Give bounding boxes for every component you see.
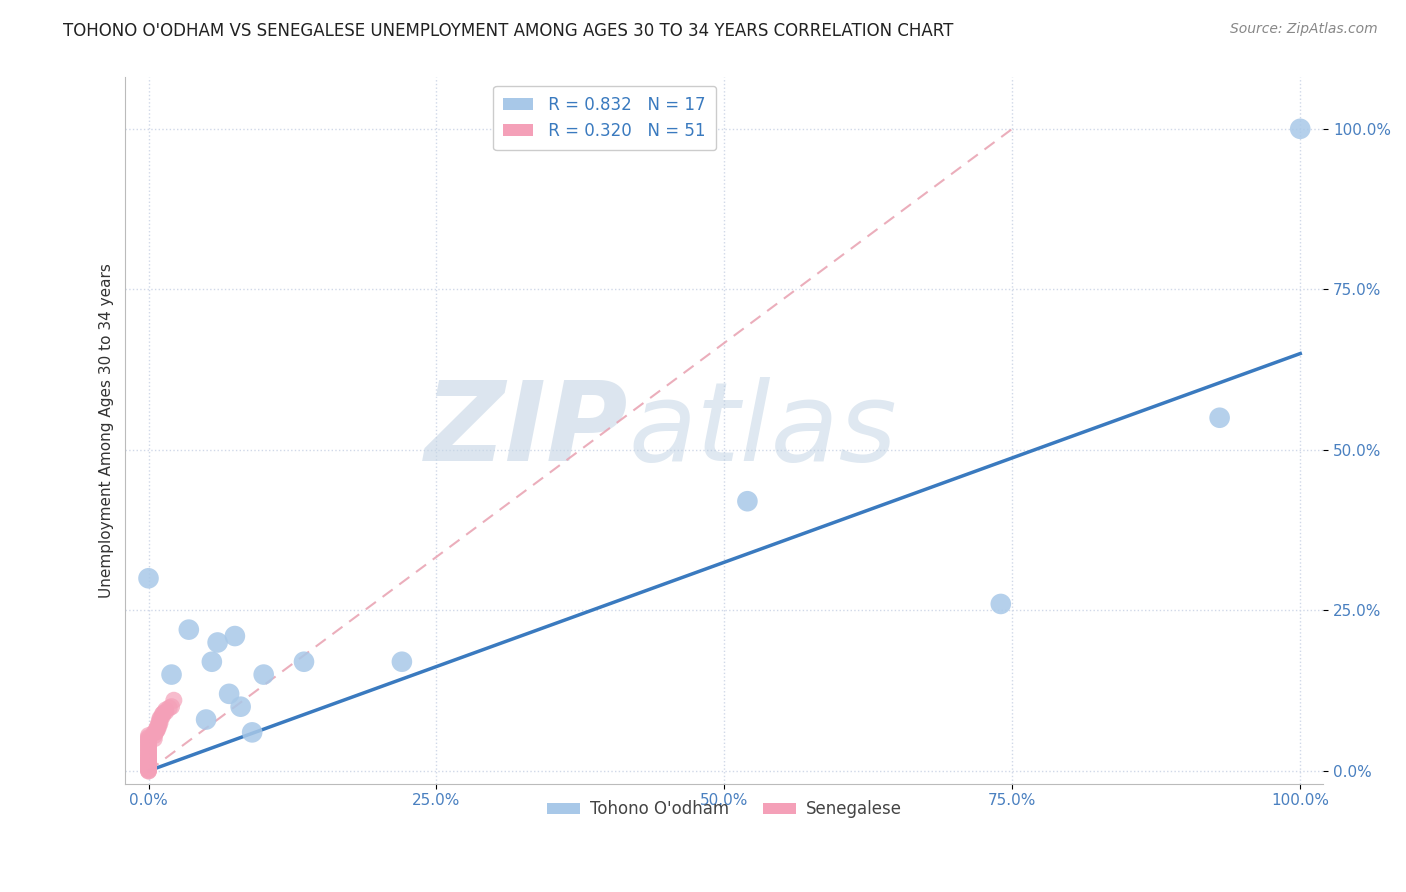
Point [145, 722, 167, 736]
Text: Source: ZipAtlas.com: Source: ZipAtlas.com [1230, 22, 1378, 37]
Text: ZIP: ZIP [425, 377, 628, 484]
Point [138, 764, 160, 778]
Point [240, 725, 263, 739]
Point [138, 749, 160, 764]
Point [152, 706, 174, 720]
Point [149, 711, 172, 725]
Point [138, 754, 160, 768]
Point [138, 571, 160, 585]
Point [391, 655, 413, 669]
Point [138, 756, 160, 771]
Point [138, 763, 160, 777]
Point [149, 713, 172, 727]
Point [143, 731, 166, 746]
Point [1208, 410, 1230, 425]
Point [177, 623, 200, 637]
Point [138, 745, 160, 759]
Point [146, 719, 169, 733]
Point [737, 494, 759, 508]
Point [138, 761, 160, 775]
Point [138, 756, 160, 770]
Point [207, 635, 229, 649]
Point [138, 731, 160, 745]
Point [138, 740, 160, 755]
Point [148, 719, 170, 733]
Point [138, 758, 160, 772]
Point [143, 725, 166, 739]
Point [138, 757, 160, 772]
Point [148, 715, 170, 730]
Point [138, 741, 160, 756]
Point [138, 733, 160, 747]
Point [138, 754, 160, 768]
Point [146, 722, 169, 736]
Point [229, 699, 252, 714]
Text: TOHONO O'ODHAM VS SENEGALESE UNEMPLOYMENT AMONG AGES 30 TO 34 YEARS CORRELATION : TOHONO O'ODHAM VS SENEGALESE UNEMPLOYMEN… [63, 22, 953, 40]
Y-axis label: Unemployment Among Ages 30 to 34 years: Unemployment Among Ages 30 to 34 years [100, 263, 114, 598]
Point [990, 597, 1012, 611]
Text: atlas: atlas [628, 377, 897, 484]
Point [150, 709, 173, 723]
Point [155, 703, 177, 717]
Point [138, 747, 160, 762]
Point [157, 701, 180, 715]
Point [138, 738, 160, 752]
Point [1289, 121, 1312, 136]
Point [253, 667, 276, 681]
Point [195, 713, 218, 727]
Point [138, 764, 160, 778]
Point [160, 667, 183, 681]
Point [138, 751, 160, 765]
Point [163, 693, 186, 707]
Point [138, 729, 160, 743]
Point [138, 762, 160, 776]
Legend: Tohono O'odham, Senegalese: Tohono O'odham, Senegalese [540, 794, 908, 825]
Point [138, 761, 160, 775]
Point [150, 707, 173, 722]
Point [138, 731, 160, 746]
Point [138, 752, 160, 766]
Point [138, 735, 160, 749]
Point [138, 747, 160, 761]
Point [145, 725, 167, 739]
Point [138, 743, 160, 757]
Point [149, 715, 172, 730]
Point [145, 724, 167, 739]
Point [292, 655, 315, 669]
Point [143, 729, 166, 743]
Point [138, 759, 160, 773]
Point [138, 737, 160, 751]
Point [155, 705, 177, 719]
Point [138, 757, 160, 772]
Point [224, 629, 246, 643]
Point [201, 655, 224, 669]
Point [160, 699, 183, 714]
Point [218, 687, 240, 701]
